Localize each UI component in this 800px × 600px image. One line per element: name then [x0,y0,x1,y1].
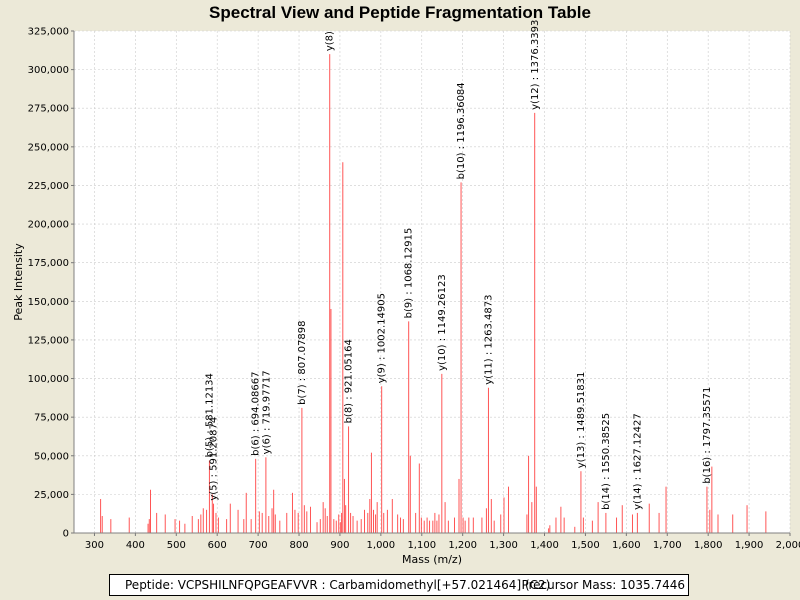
x-tick-label: 300 [85,540,104,551]
x-tick-label: 1,300 [489,540,518,551]
axes: 0 25,000 50,000 75,000 100,000 125,000 150,000… [28,27,800,552]
x-tick-label: 2,000 [776,540,800,551]
precursor-mass-label: Precursor Mass: 1035.7446 [521,578,685,592]
chart-title: Spectral View and Peptide Fragmentation … [209,3,591,22]
x-tick-label: 500 [167,540,186,551]
y-tick-label: 200,000 [28,220,69,231]
y-tick-label: 100,000 [28,374,69,385]
peak-annotation: b(7) : 807.07898 [297,321,308,405]
peak-annotation: y(14) : 1627.12427 [632,413,643,510]
y-tick-label: 0 [63,529,69,540]
y-tick-label: 125,000 [28,335,69,346]
peak-annotation: b(6) : 694.08667 [251,372,262,456]
peptide-info-box: Peptide: VCPSHILNFQPGEAFVVR : Carbamidom… [109,574,689,596]
peak-annotation: b(9) : 1068.12915 [404,228,415,319]
y-tick-label: 325,000 [28,27,69,38]
peak-annotation: b(5) : 581.12134 [204,373,215,457]
x-tick-label: 1,900 [735,540,764,551]
x-tick-label: 1,500 [571,540,600,551]
peak-annotation: y(13) : 1489.51831 [576,372,587,469]
y-tick-label: 250,000 [28,142,69,153]
y-axis-label: Peak Intensity [12,243,25,321]
peak-annotation: y(6) : 719.97717 [261,370,272,454]
y-tick-label: 300,000 [28,65,69,76]
y-tick-label: 275,000 [28,104,69,115]
x-tick-label: 1,800 [694,540,723,551]
peptide-label: Peptide: VCPSHILNFQPGEAFVVR : Carbamidom… [125,578,551,592]
y-tick-label: 150,000 [28,297,69,308]
peak-annotation: b(16) : 1797.35571 [702,387,713,484]
x-tick-label: 1,100 [407,540,436,551]
peak-annotation: y(9) : 1002.14905 [377,293,388,383]
peak-annotation: y(10) : 1149.26123 [437,274,448,371]
x-tick-label: 1,000 [367,540,396,551]
y-tick-label: 50,000 [34,451,69,462]
y-tick-label: 75,000 [34,413,69,424]
peak-annotation: y(11) : 1263.4873 [484,295,495,385]
peak-bars [100,54,767,533]
plot-area [74,31,790,533]
peak-annotation: y(12) : 1376.3393 [530,20,541,110]
peak-annotation: y(8) [325,31,336,51]
x-tick-label: 1,400 [530,540,559,551]
peak-annotation: b(10) : 1196.36084 [456,82,467,179]
peak-annotation: y(5) : 591.20874 [209,417,220,501]
y-tick-label: 175,000 [28,258,69,269]
x-tick-label: 1,700 [653,540,682,551]
x-tick-label: 600 [208,540,227,551]
x-tick-label: 900 [330,540,349,551]
x-tick-label: 800 [289,540,308,551]
x-tick-label: 1,600 [612,540,641,551]
x-tick-label: 700 [249,540,268,551]
y-tick-label: 225,000 [28,181,69,192]
peak-annotation: b(8) : 921.05164 [344,339,355,423]
x-tick-label: 1,200 [448,540,477,551]
x-axis-label: Mass (m/z) [402,553,462,566]
x-tick-label: 400 [126,540,145,551]
peak-annotation: b(14) : 1550.38525 [601,413,612,510]
y-tick-label: 25,000 [34,490,69,501]
